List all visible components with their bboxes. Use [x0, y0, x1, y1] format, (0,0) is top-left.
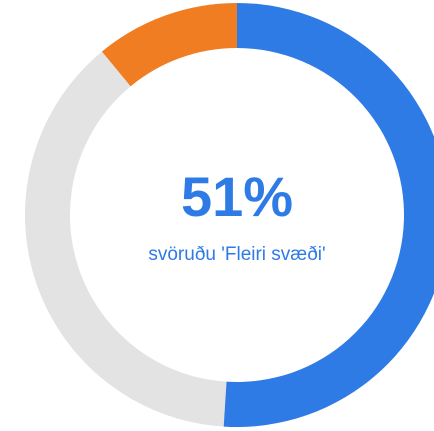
center-caption: svöruðu 'Fleiri svæði': [148, 244, 325, 265]
center-value: 51%: [181, 165, 293, 228]
donut-segment: [101, 3, 237, 87]
donut-segment: [223, 3, 434, 427]
donut-segment: [25, 51, 227, 427]
